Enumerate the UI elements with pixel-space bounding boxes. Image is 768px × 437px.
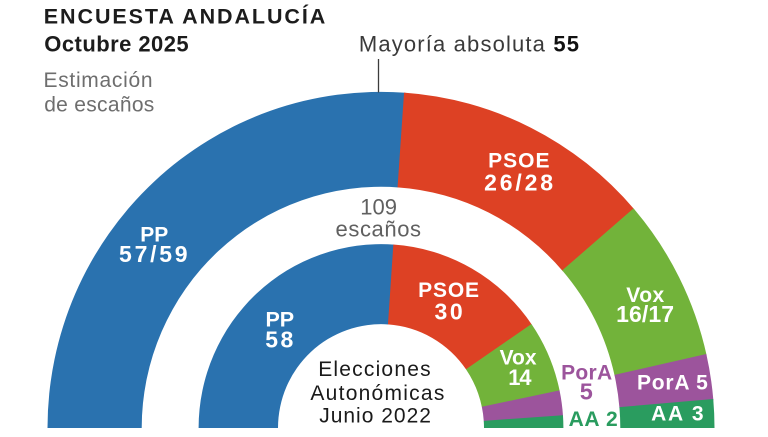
svg-text:Junio 2022: Junio 2022 bbox=[319, 404, 432, 427]
svg-text:escaños: escaños bbox=[336, 217, 422, 242]
svg-text:Estimación: Estimación bbox=[44, 69, 154, 92]
svg-text:PSOE: PSOE bbox=[418, 279, 480, 302]
svg-text:30: 30 bbox=[435, 299, 466, 325]
svg-text:26/28: 26/28 bbox=[484, 169, 556, 195]
svg-text:Vox: Vox bbox=[626, 284, 664, 307]
svg-text:Mayoría absoluta 55: Mayoría absoluta 55 bbox=[359, 31, 580, 56]
svg-text:Autonómicas: Autonómicas bbox=[310, 382, 445, 405]
svg-text:Elecciones: Elecciones bbox=[318, 358, 432, 381]
svg-text:PorA: PorA bbox=[561, 362, 612, 385]
svg-text:16/17: 16/17 bbox=[616, 301, 674, 327]
svg-text:Vox: Vox bbox=[500, 347, 537, 370]
svg-text:5: 5 bbox=[580, 378, 593, 404]
svg-text:Octubre 2025: Octubre 2025 bbox=[44, 32, 189, 57]
svg-text:14: 14 bbox=[508, 365, 532, 390]
svg-text:PorA 5: PorA 5 bbox=[637, 371, 709, 394]
svg-text:58: 58 bbox=[265, 327, 295, 353]
svg-text:109: 109 bbox=[360, 195, 397, 220]
svg-text:PP: PP bbox=[140, 224, 168, 247]
svg-text:AA 2: AA 2 bbox=[569, 408, 619, 431]
svg-text:AA 3: AA 3 bbox=[651, 403, 705, 426]
svg-text:de escaños: de escaños bbox=[44, 93, 154, 116]
svg-text:PSOE: PSOE bbox=[488, 149, 550, 172]
svg-text:57/59: 57/59 bbox=[119, 241, 190, 267]
svg-text:ENCUESTA ANDALUCÍA: ENCUESTA ANDALUCÍA bbox=[44, 3, 327, 28]
svg-text:PP: PP bbox=[265, 307, 294, 331]
